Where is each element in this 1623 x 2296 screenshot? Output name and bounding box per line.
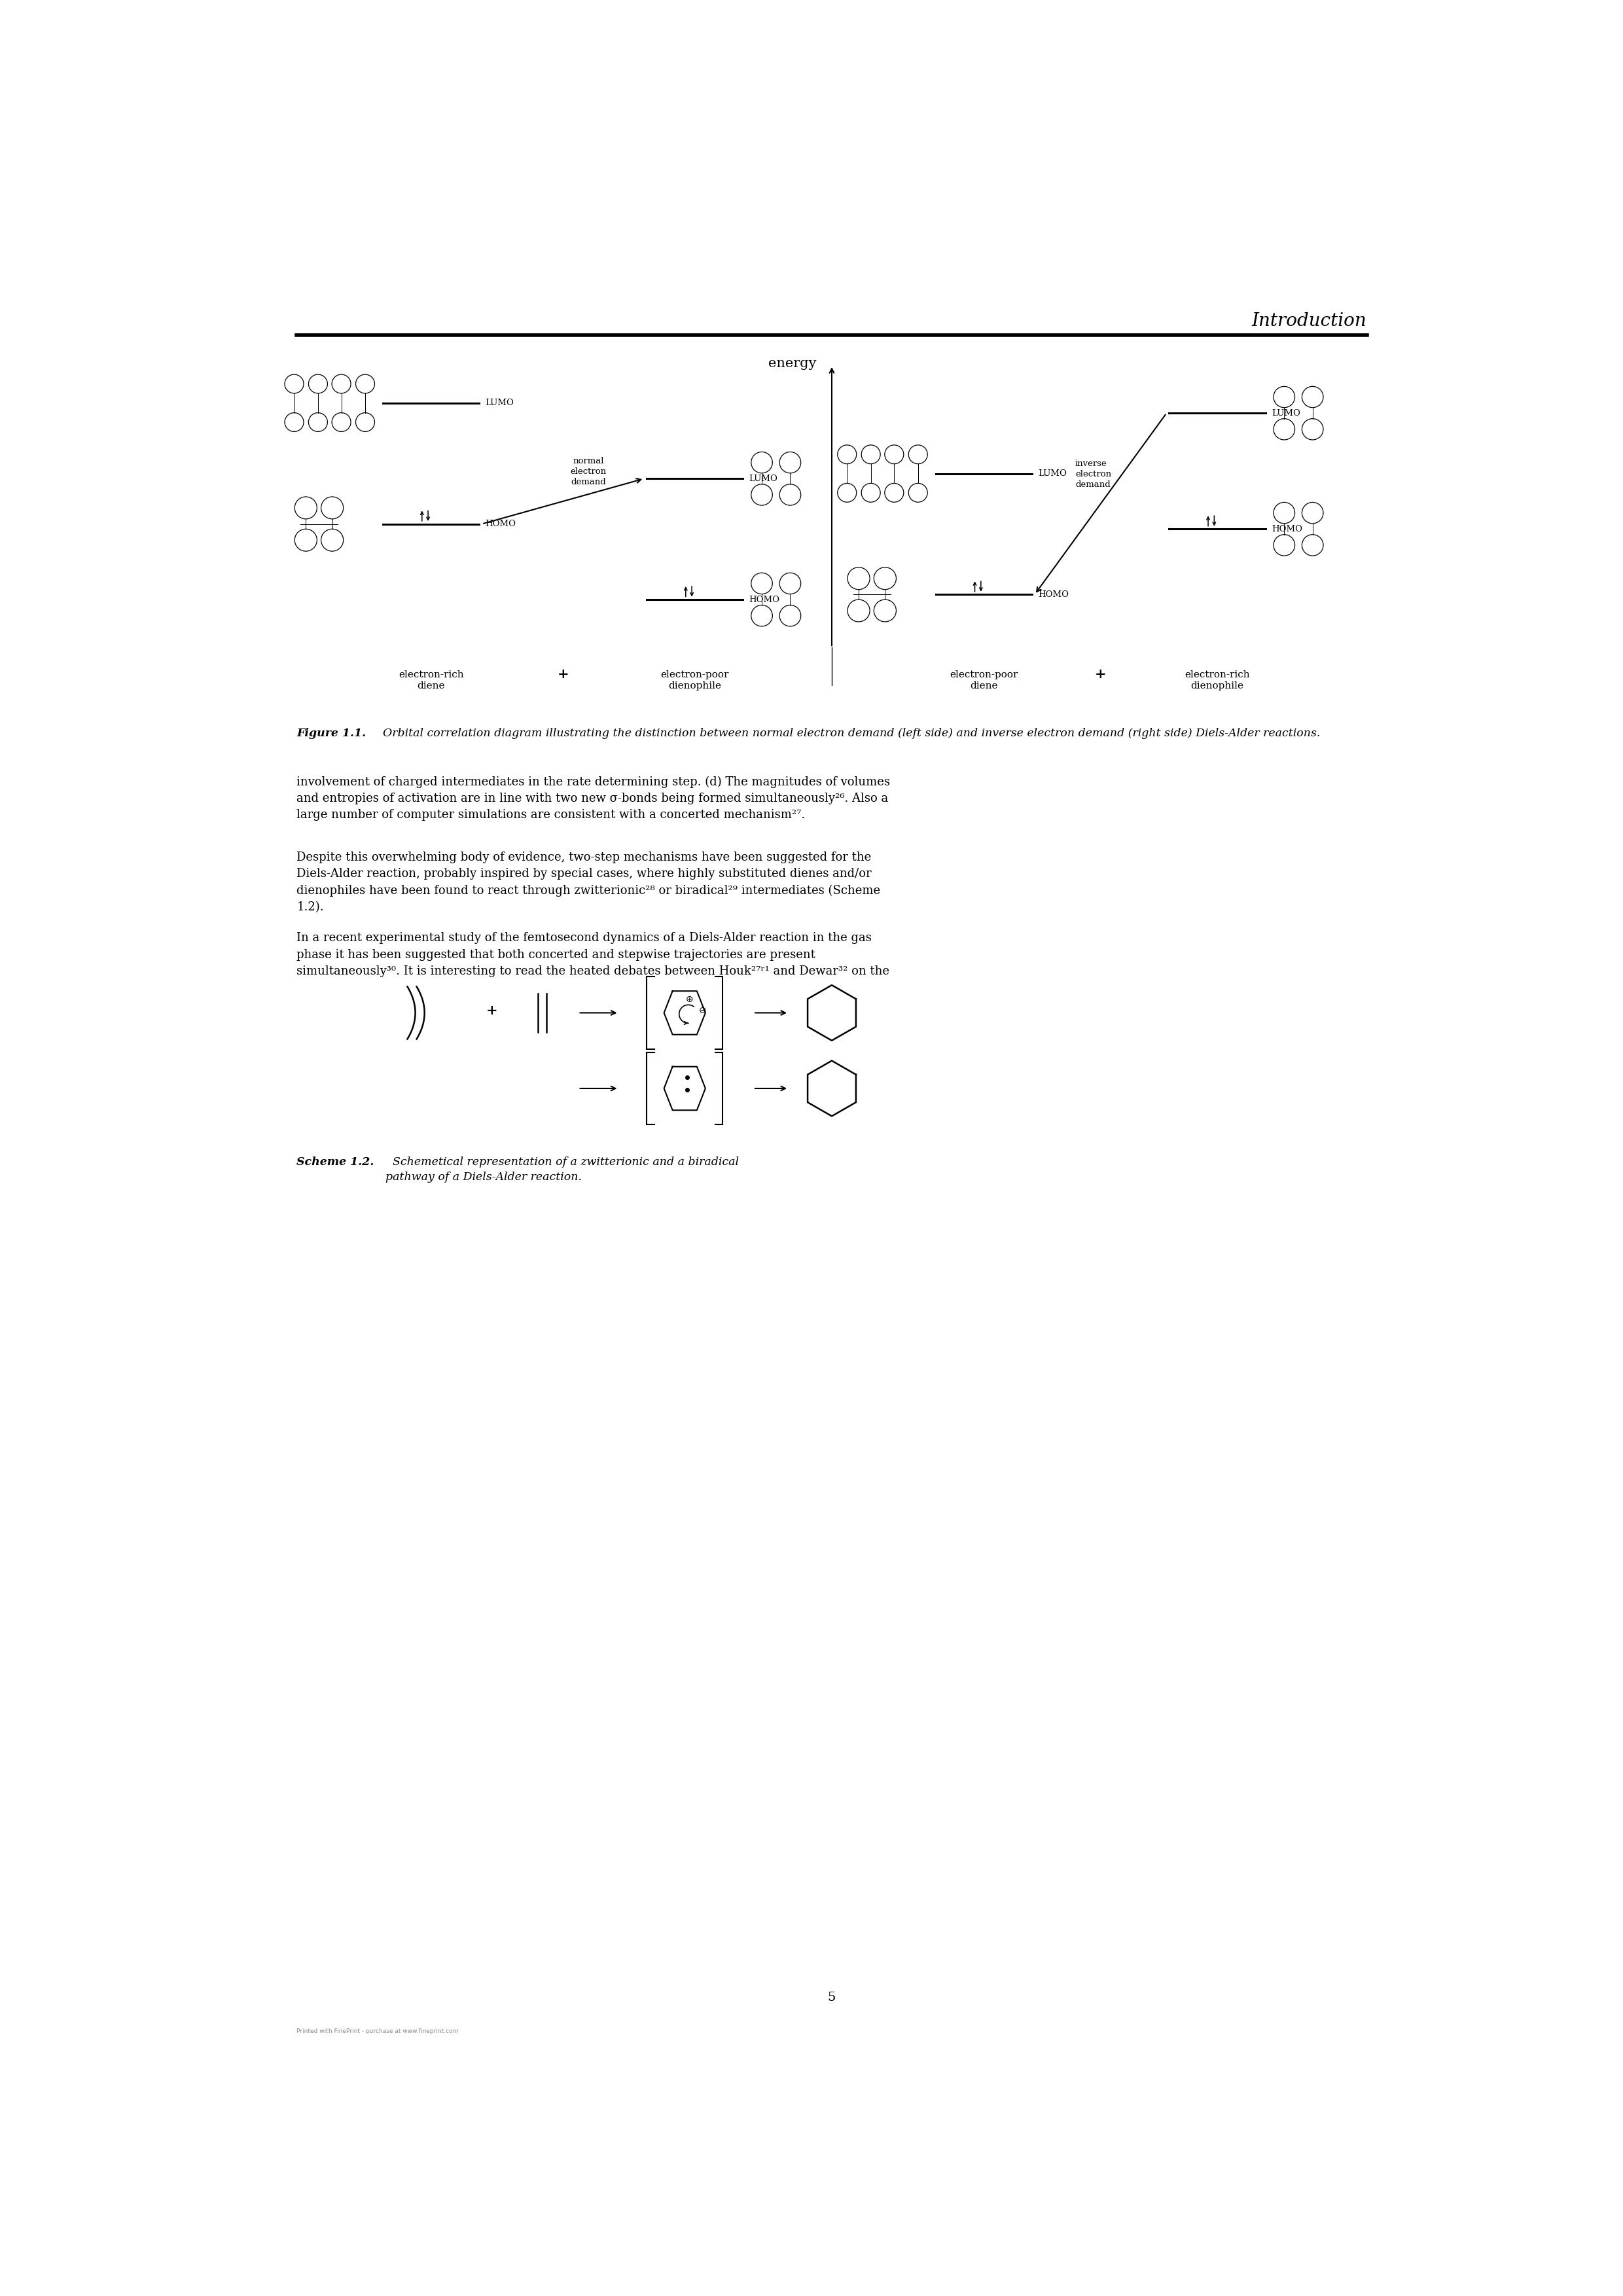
Text: Orbital correlation diagram illustrating the distinction between normal electron: Orbital correlation diagram illustrating… <box>375 728 1319 739</box>
Text: HOMO: HOMO <box>1271 526 1302 533</box>
Text: Figure 1.1.: Figure 1.1. <box>297 728 367 739</box>
Text: LUMO: LUMO <box>1039 468 1066 478</box>
Text: Despite this overwhelming body of evidence, two-step mechanisms have been sugges: Despite this overwhelming body of eviden… <box>297 852 881 914</box>
Text: In a recent experimental study of the femtosecond dynamics of a Diels-Alder reac: In a recent experimental study of the fe… <box>297 932 889 978</box>
Text: inverse
electron
demand: inverse electron demand <box>1074 459 1112 489</box>
Text: ⊕: ⊕ <box>687 994 693 1003</box>
Text: +: + <box>1096 668 1107 680</box>
Text: HOMO: HOMO <box>485 519 516 528</box>
Text: ⊖: ⊖ <box>698 1006 706 1015</box>
Text: normal
electron
demand: normal electron demand <box>570 457 607 487</box>
Text: electron-rich
dienophile: electron-rich dienophile <box>1185 670 1250 691</box>
Text: +: + <box>557 668 568 680</box>
Text: Scheme 1.2.: Scheme 1.2. <box>297 1157 375 1169</box>
Text: HOMO: HOMO <box>750 595 781 604</box>
Text: electron-poor
dienophile: electron-poor dienophile <box>661 670 729 691</box>
Text: Printed with FinePrint - purchase at www.fineprint.com: Printed with FinePrint - purchase at www… <box>297 2027 459 2034</box>
Text: electron-poor
diene: electron-poor diene <box>949 670 1018 691</box>
Text: involvement of charged intermediates in the rate determining step. (d) The magni: involvement of charged intermediates in … <box>297 776 891 822</box>
Text: LUMO: LUMO <box>485 400 514 406</box>
Text: electron-rich
diene: electron-rich diene <box>399 670 464 691</box>
Text: Introduction: Introduction <box>1251 312 1367 331</box>
Text: LUMO: LUMO <box>1271 409 1300 418</box>
Text: HOMO: HOMO <box>1039 590 1070 599</box>
Text: Schemetical representation of a zwitterionic and a biradical
pathway of a Diels-: Schemetical representation of a zwitteri… <box>386 1157 738 1182</box>
Text: +: + <box>487 1003 498 1017</box>
Text: energy: energy <box>768 358 816 370</box>
Text: LUMO: LUMO <box>750 475 777 482</box>
Text: 5: 5 <box>828 1991 836 2002</box>
